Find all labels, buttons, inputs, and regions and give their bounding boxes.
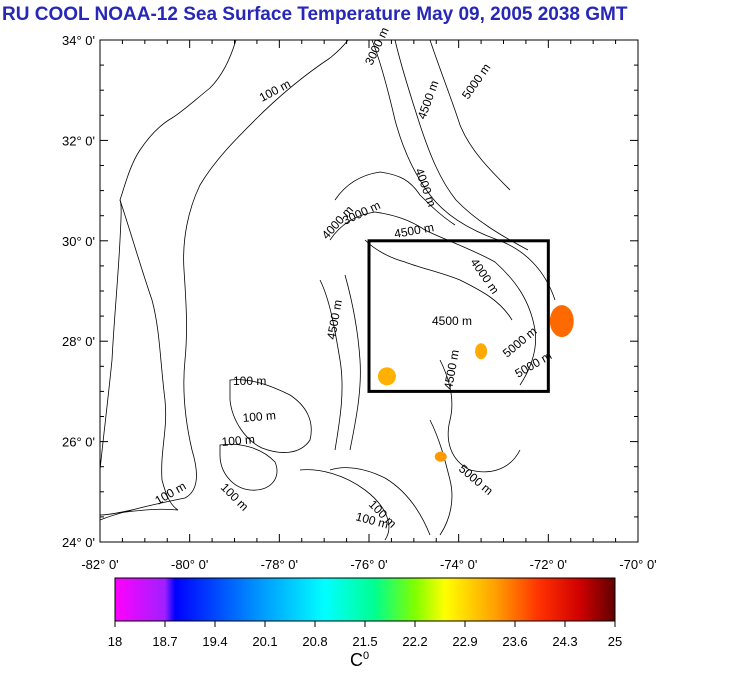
bathymetry-contours [99, 39, 556, 541]
longitude-label: -80° 0' [171, 557, 208, 572]
colorbar-tick-label: 25 [608, 634, 622, 649]
colorbar [114, 577, 616, 622]
colorbar-tick-label: 22.2 [402, 634, 427, 649]
latitude-label: 28° 0' [62, 334, 95, 349]
longitude-label: -72° 0' [530, 557, 567, 572]
colorbar-tick-label: 20.8 [302, 634, 327, 649]
contour-label: 100 m [221, 432, 255, 449]
sst-patch [549, 305, 574, 338]
latitude-labels: 34° 0' 32° 0' 30° 0' 28° 0' 26° 0' 24° 0' [62, 33, 95, 550]
sst-patch [377, 367, 396, 386]
contour-label: 4500 m [393, 220, 435, 241]
sst-patch [434, 451, 447, 462]
colorbar-tick-label: 19.4 [202, 634, 227, 649]
colorbar-ticks: 18 18.7 19.4 20.1 20.8 21.5 22.2 22.9 23.6 24.3 25 [108, 621, 622, 649]
longitude-label: -78° 0' [261, 557, 298, 572]
colorbar-tick-label: 18.7 [152, 634, 177, 649]
contour-label: 4500 m [441, 349, 462, 391]
latitude-label: 30° 0' [62, 234, 95, 249]
contour-label: 100 m [242, 408, 276, 425]
colorbar-tick-label: 22.9 [452, 634, 477, 649]
latitude-label: 24° 0' [62, 535, 95, 550]
sst-patches [377, 305, 574, 462]
longitude-label: -76° 0' [350, 557, 387, 572]
longitude-label: -74° 0' [440, 557, 477, 572]
colorbar-tick-label: 21.5 [352, 634, 377, 649]
frame-ticks [99, 39, 639, 543]
colorbar-tick-label: 23.6 [502, 634, 527, 649]
latitude-label: 34° 0' [62, 33, 95, 48]
latitude-label: 26° 0' [62, 435, 95, 450]
contour-label: 4500 m [324, 299, 345, 341]
colorbar-tick-label: 20.1 [252, 634, 277, 649]
colorbar-tick-label: 24.3 [552, 634, 577, 649]
longitude-labels: -82° 0' -80° 0' -78° 0' -76° 0' -74° 0' -72° … [81, 557, 656, 572]
map-title: RU COOL NOAA-12 Sea Surface Temperature … [2, 4, 628, 25]
contour-label: 4500 m [432, 314, 472, 328]
sst-patch [475, 343, 488, 360]
region-box [367, 239, 550, 393]
colorbar-tick-label: 18 [108, 634, 122, 649]
latitude-label: 32° 0' [62, 133, 95, 148]
contour-label: 100 m [233, 374, 266, 388]
longitude-label: -82° 0' [81, 557, 118, 572]
longitude-label: -70° 0' [619, 557, 656, 572]
colorbar-unit: C0 [350, 650, 370, 670]
